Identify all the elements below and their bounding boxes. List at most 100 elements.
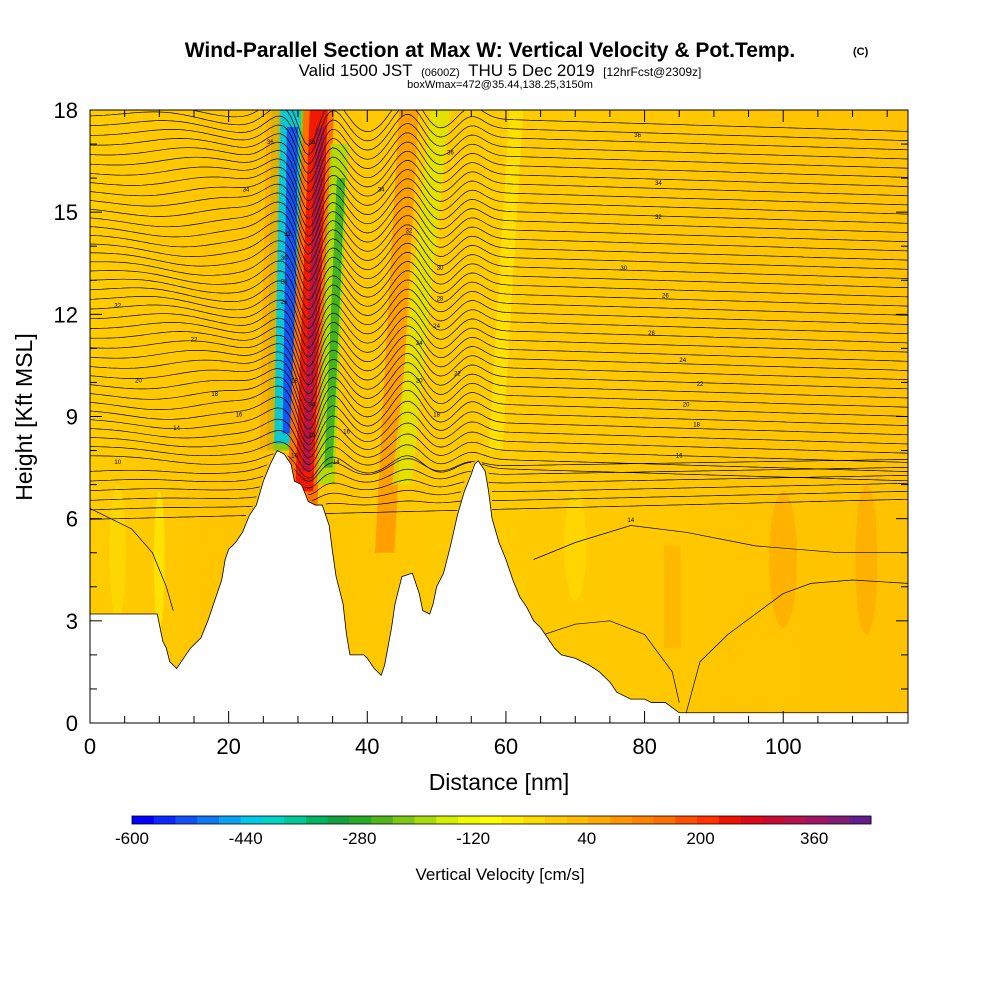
theta-contour	[90, 407, 908, 452]
chart-subtitle: Valid 1500 JST (0600Z) THU 5 Dec 2019 [1…	[299, 61, 702, 80]
colorbar-swatch	[697, 816, 720, 824]
x-tick-label: 0	[84, 734, 96, 759]
contour-label: 14	[627, 518, 634, 524]
theta-contour	[90, 114, 908, 165]
theta-contour	[90, 508, 174, 611]
terrain-mask	[90, 450, 908, 723]
theta-contour	[90, 175, 908, 229]
x-axis-label: Distance [nm]	[429, 769, 570, 795]
colorbar-swatch	[371, 816, 394, 824]
contour-label: 18	[433, 413, 440, 419]
colorbar-tick-label: -440	[229, 829, 263, 848]
x-tick-label: 80	[632, 734, 656, 759]
colorbar-swatch	[827, 816, 850, 824]
colorbar-swatch	[132, 816, 155, 824]
subtitle-date: THU 5 Dec 2019	[468, 61, 595, 80]
contour-label: 30	[281, 256, 288, 262]
theta-contour	[90, 250, 908, 301]
contour-label: 36	[447, 150, 454, 156]
contour-label: 34	[655, 181, 662, 187]
colorbar-swatch	[544, 816, 568, 824]
velocity-band	[259, 110, 281, 451]
colorbar-swatch	[414, 816, 437, 824]
contour-label: 28	[437, 297, 444, 303]
colorbar-swatch	[153, 816, 176, 824]
x-tick-label: 40	[355, 734, 379, 759]
theta-contour	[90, 210, 908, 264]
y-tick-label: 12	[54, 302, 78, 327]
colorbar-swatch	[218, 816, 242, 824]
colorbar-label: Vertical Velocity [cm/s]	[415, 865, 584, 884]
theta-contour	[90, 474, 908, 496]
theta-contour	[90, 498, 908, 520]
theta-contour	[90, 132, 908, 184]
contour-label: 16	[291, 453, 298, 459]
theta-contour	[90, 183, 908, 237]
colorbar-swatch	[240, 816, 263, 824]
contour-label: 34	[308, 402, 315, 408]
colorbar-swatch	[392, 816, 416, 824]
contour-label: 34	[378, 188, 385, 194]
colorbar-swatch	[631, 816, 655, 824]
colorbar-swatch	[349, 816, 372, 824]
theta-contour	[90, 482, 908, 501]
x-tick-label: 60	[494, 734, 518, 759]
colorbar-swatch	[262, 816, 285, 824]
colorbar-swatch	[675, 816, 698, 824]
colorbar-tick-label: 200	[686, 829, 714, 848]
subtitle-zulu: (0600Z)	[421, 67, 460, 79]
velocity-patch	[855, 484, 878, 635]
theta-contour	[90, 141, 908, 193]
velocity-patch	[153, 491, 165, 628]
contour-label: 18	[291, 378, 298, 384]
contour-label: 36	[634, 133, 641, 139]
colorbar-tick-label: -120	[456, 829, 490, 848]
theta-contour	[90, 307, 908, 358]
theta-contour	[90, 359, 908, 413]
theta-contour	[90, 418, 908, 459]
velocity-band	[663, 545, 681, 649]
contour-label: 22	[191, 338, 198, 344]
theta-contour	[90, 166, 908, 220]
colorbar-swatch	[197, 816, 220, 824]
theta-contour	[90, 270, 908, 320]
contour-label: 32	[655, 215, 662, 221]
contour-label: 26	[662, 293, 669, 299]
colorbar-swatch	[458, 816, 481, 824]
theta-contour	[90, 316, 908, 368]
colorbar-swatch	[436, 816, 459, 824]
theta-contour	[90, 343, 908, 395]
contour-label: 30	[437, 266, 444, 272]
velocity-patch	[564, 491, 587, 601]
theta-contour	[90, 240, 908, 292]
contour-label: 32	[114, 304, 121, 310]
velocity-patch	[769, 491, 798, 628]
colorbar-swatch	[175, 816, 198, 824]
theta-contour	[90, 376, 908, 431]
theta-contour	[90, 385, 908, 439]
contour-label: 28	[281, 280, 288, 286]
theta-contour	[90, 351, 908, 404]
theta-contour	[90, 260, 908, 311]
colorbar-ticks: -600 -440 -280 -120 40 200 360	[115, 829, 828, 848]
velocity-band	[392, 110, 450, 485]
colorbar-tick-label: 360	[800, 829, 828, 848]
colorbar-tick-label: 40	[577, 829, 596, 848]
contour-label: 20	[683, 402, 690, 408]
theta-contour	[90, 288, 908, 339]
copyright-mark: (C)	[853, 46, 869, 58]
y-tick-label: 0	[66, 711, 78, 736]
subtitle-valid: Valid 1500 JST	[299, 61, 413, 80]
colorbar-swatch	[566, 816, 589, 824]
theta-contour	[685, 579, 908, 713]
contour-label: 24	[433, 324, 440, 330]
contour-label: 32	[406, 229, 413, 235]
colorbar-swatch	[284, 816, 307, 824]
colorbar-swatch	[849, 816, 872, 824]
contour-label: 14	[333, 460, 340, 466]
plot-area: 36 34 32 22 20 18 16 14 10 36 32 30 28 26 18 34 20 16 14 16…	[90, 110, 908, 723]
theta-contour	[90, 490, 908, 511]
x-tick-label: 20	[216, 734, 240, 759]
contour-label: 20	[308, 433, 315, 439]
